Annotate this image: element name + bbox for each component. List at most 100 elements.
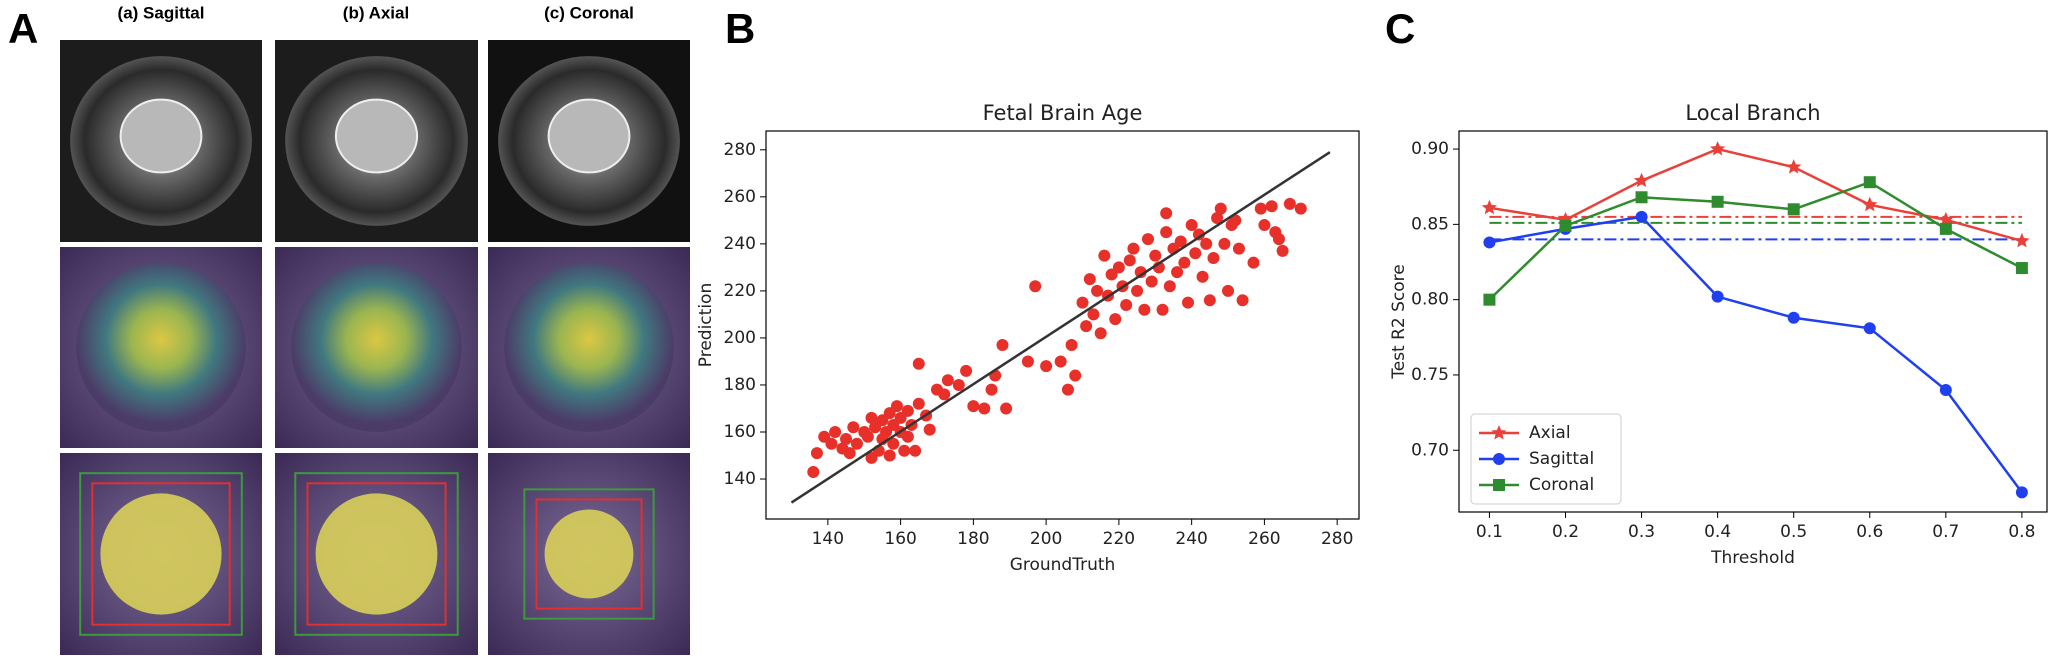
point xyxy=(1283,197,1296,210)
x-axis-label: Threshold xyxy=(1710,548,1795,568)
point xyxy=(865,411,878,424)
heatmap xyxy=(291,263,462,432)
point xyxy=(1265,200,1278,213)
point xyxy=(1131,284,1144,297)
marker xyxy=(1862,196,1878,212)
point xyxy=(1211,212,1224,225)
x-tick-label: 220 xyxy=(1103,529,1135,549)
point xyxy=(1160,207,1173,220)
y-tick-label: 240 xyxy=(724,234,756,254)
marker xyxy=(2015,486,2028,499)
point xyxy=(850,437,863,450)
point xyxy=(1207,251,1220,264)
x-tick-label: 160 xyxy=(884,529,916,549)
point xyxy=(1076,296,1089,309)
y-axis-label: Prediction xyxy=(696,283,716,367)
brain xyxy=(119,98,203,174)
point xyxy=(1236,294,1249,307)
point xyxy=(1054,355,1067,368)
marker xyxy=(1863,322,1876,335)
legend-label: Sagittal xyxy=(1529,449,1594,469)
point xyxy=(952,378,965,391)
point xyxy=(890,400,903,413)
point xyxy=(978,402,991,415)
marker xyxy=(1787,311,1800,324)
marker xyxy=(1863,176,1876,189)
marker xyxy=(1483,293,1496,306)
point xyxy=(1094,327,1107,340)
point xyxy=(1098,249,1111,262)
point xyxy=(1196,270,1209,283)
point xyxy=(1109,313,1122,326)
mri-image xyxy=(275,40,478,242)
legend-marker xyxy=(1491,425,1507,440)
panel-letter: B xyxy=(725,5,755,52)
mri-image xyxy=(275,453,478,655)
point xyxy=(938,388,951,401)
point xyxy=(1029,280,1042,293)
y-tick-label: 220 xyxy=(724,281,756,301)
x-tick-label: 0.5 xyxy=(1780,522,1807,542)
marker xyxy=(1938,211,1954,227)
point xyxy=(1178,256,1191,269)
point xyxy=(1127,242,1140,255)
point xyxy=(1061,383,1074,396)
point xyxy=(901,430,914,443)
y-tick-label: 160 xyxy=(724,422,756,442)
point xyxy=(960,364,973,377)
marker xyxy=(1939,222,1952,235)
heatmap xyxy=(504,263,674,432)
point xyxy=(1156,303,1169,316)
mri-image xyxy=(275,247,478,448)
x-tick-label: 0.6 xyxy=(1856,522,1883,542)
point xyxy=(861,430,874,443)
x-tick-label: 280 xyxy=(1321,529,1353,549)
marker xyxy=(1481,199,1498,215)
point xyxy=(1189,247,1202,260)
x-tick-label: 240 xyxy=(1175,529,1207,549)
point xyxy=(1185,219,1198,232)
marker xyxy=(1787,203,1800,216)
box-red xyxy=(535,498,643,610)
point xyxy=(1123,254,1136,267)
box-green xyxy=(294,472,459,636)
series-line xyxy=(1488,180,2023,301)
chart-title: Fetal Brain Age xyxy=(983,101,1143,125)
point xyxy=(1192,228,1205,241)
series-line xyxy=(1489,147,2023,243)
box-green xyxy=(523,488,655,620)
marker xyxy=(1635,191,1648,204)
point xyxy=(1247,256,1260,269)
marker xyxy=(1633,172,1650,188)
x-tick-label: 260 xyxy=(1248,529,1280,549)
mri-image xyxy=(488,40,690,242)
x-tick-label: 0.1 xyxy=(1476,522,1503,542)
point xyxy=(1000,402,1013,415)
point xyxy=(996,338,1009,351)
y-tick-label: 0.75 xyxy=(1411,365,1449,385)
point xyxy=(1021,355,1034,368)
marker xyxy=(1711,290,1724,303)
panel-letter: C xyxy=(1385,5,1415,52)
brain xyxy=(547,98,631,174)
image-title: (b) Axial xyxy=(343,3,409,22)
point xyxy=(1272,233,1285,246)
point xyxy=(923,423,936,436)
point xyxy=(1258,219,1271,232)
brain xyxy=(334,98,419,174)
point xyxy=(901,404,914,417)
point xyxy=(1065,338,1078,351)
x-tick-label: 0.8 xyxy=(2008,522,2035,542)
point xyxy=(1040,360,1053,373)
mri-image xyxy=(60,247,262,448)
point xyxy=(1174,235,1187,248)
point xyxy=(1120,299,1133,312)
y-tick-label: 0.80 xyxy=(1411,290,1449,310)
segmentation xyxy=(315,493,438,615)
point xyxy=(825,437,838,450)
legend-marker xyxy=(1493,479,1505,491)
x-tick-label: 140 xyxy=(812,529,844,549)
point xyxy=(1222,284,1235,297)
point xyxy=(1294,202,1307,215)
